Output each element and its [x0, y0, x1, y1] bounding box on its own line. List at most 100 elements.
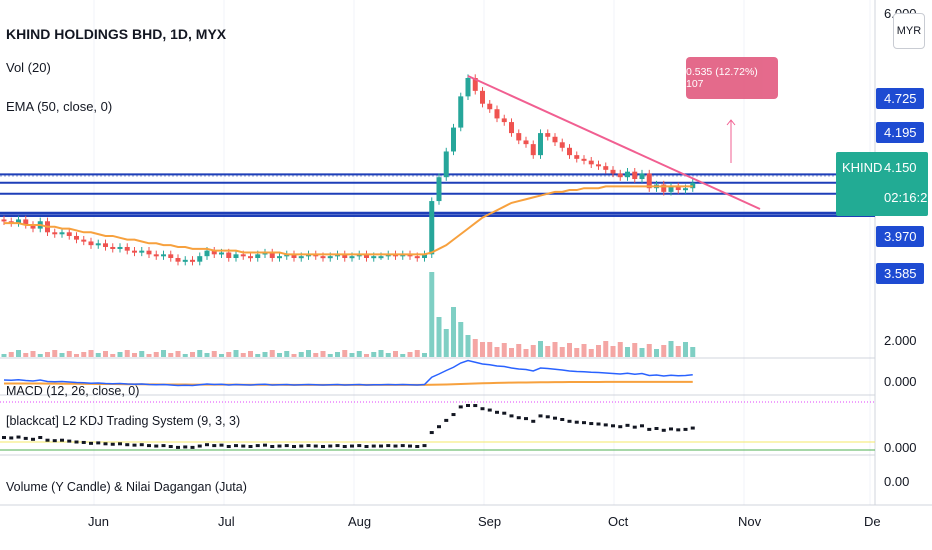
- price-level-4195: 4.195: [876, 122, 924, 143]
- kdj-point: [9, 436, 14, 440]
- candle-body: [168, 254, 174, 258]
- kdj-point: [582, 421, 586, 425]
- volume-bar: [588, 349, 594, 357]
- kdj-point: [197, 444, 202, 448]
- volume-bar: [291, 354, 297, 357]
- candle-body: [646, 173, 652, 189]
- candle-body: [552, 136, 558, 143]
- volume-bar: [378, 350, 384, 357]
- candle-body: [349, 256, 355, 259]
- kdj-point: [16, 435, 21, 439]
- symbol-label: KHIND: [842, 160, 883, 175]
- kdj-point: [183, 445, 188, 449]
- kdj-point: [574, 420, 579, 424]
- volume-bar: [414, 350, 420, 357]
- candle-body: [603, 166, 609, 170]
- volume-bar: [385, 353, 391, 357]
- volume-bar: [364, 354, 369, 357]
- kdj-point: [516, 416, 521, 420]
- volume-bar: [197, 350, 203, 357]
- x-tick-jul: Jul: [218, 514, 235, 529]
- volume-bar: [675, 346, 681, 357]
- volume-bar: [240, 353, 246, 357]
- candle-body: [422, 254, 427, 258]
- volume-bar: [683, 342, 688, 357]
- candle-body: [74, 235, 79, 240]
- x-tick-aug: Aug: [348, 514, 372, 529]
- kdj-point: [364, 445, 369, 448]
- volume-bar: [233, 350, 239, 357]
- kdj-point: [524, 417, 528, 421]
- kdj-point: [357, 444, 362, 448]
- kdj-point: [473, 404, 478, 408]
- candle-body: [683, 188, 688, 191]
- kdj-point: [270, 445, 275, 448]
- kdj-point: [67, 439, 72, 443]
- kdj-point: [125, 443, 130, 447]
- kdj-point: [618, 425, 623, 429]
- candle-body: [436, 177, 442, 202]
- volume-pane-label[interactable]: Volume (Y Candle) & Nilai Dagangan (Juta…: [6, 480, 247, 494]
- candle-body: [146, 250, 152, 255]
- volume-bar: [559, 347, 565, 357]
- kdj-point: [379, 444, 383, 448]
- volume-bar: [262, 352, 268, 357]
- volume-bars: [1, 272, 696, 357]
- measure-arrowhead: [726, 119, 736, 126]
- vol-indicator-label[interactable]: Vol (20): [6, 60, 51, 75]
- kdj-point: [81, 440, 86, 444]
- volume-bar: [407, 352, 413, 357]
- ema-indicator-label[interactable]: EMA (50, close, 0): [6, 99, 113, 114]
- chart-title: KHIND HOLDINGS BHD, 1D, MYX: [6, 26, 227, 42]
- kdj-point: [350, 444, 354, 448]
- candle-body: [617, 173, 623, 178]
- kdj-point: [458, 405, 463, 409]
- kdj-point: [466, 404, 470, 407]
- candle-body: [1, 219, 7, 222]
- volume-bar: [298, 352, 304, 357]
- kdj-point: [255, 444, 260, 448]
- kdj-point: [683, 427, 688, 431]
- volume-bar: [501, 343, 507, 357]
- x-tick-dec: De: [864, 514, 881, 529]
- overlays: [4, 75, 761, 256]
- kdj-point: [219, 443, 224, 447]
- candle-body: [23, 219, 29, 225]
- kdj-point: [241, 444, 246, 448]
- kdj-point: [45, 438, 50, 442]
- volume-bar: [277, 353, 282, 357]
- volume-bar: [523, 349, 529, 357]
- kdj-point: [292, 445, 296, 448]
- candle-body: [240, 254, 246, 257]
- kdj-label[interactable]: [blackcat] L2 KDJ Trading System (9, 3, …: [6, 414, 241, 428]
- kdj-point: [632, 425, 637, 429]
- volume-bar: [226, 352, 232, 357]
- volume-bar: [393, 351, 398, 357]
- x-tick-oct: Oct: [608, 514, 629, 529]
- candle-body: [248, 256, 253, 259]
- kdj-point: [110, 442, 115, 446]
- measure-tooltip[interactable]: 0.535 (12.72%) 107: [686, 57, 778, 99]
- kdj-point: [299, 444, 304, 448]
- kdj-point: [342, 445, 347, 448]
- candle-body: [226, 252, 232, 258]
- volume-bar: [117, 352, 123, 357]
- volume-bar: [52, 350, 58, 357]
- candle-body: [567, 147, 572, 156]
- kdj-point: [212, 444, 217, 448]
- candle-body: [255, 254, 261, 258]
- candle-body: [88, 241, 94, 246]
- kdj-point: [509, 414, 514, 418]
- ema-line: [4, 185, 693, 256]
- kdj-point: [154, 444, 159, 448]
- kdj-point: [437, 425, 441, 429]
- volume-bar: [182, 354, 188, 357]
- kdj-point: [103, 442, 108, 446]
- currency-button[interactable]: MYR: [893, 13, 925, 49]
- volume-bar: [168, 353, 174, 357]
- candle-body: [378, 256, 384, 259]
- kdj-point: [487, 408, 492, 412]
- macd-label[interactable]: MACD (12, 26, close, 0): [6, 384, 140, 398]
- volume-bar: [66, 351, 72, 357]
